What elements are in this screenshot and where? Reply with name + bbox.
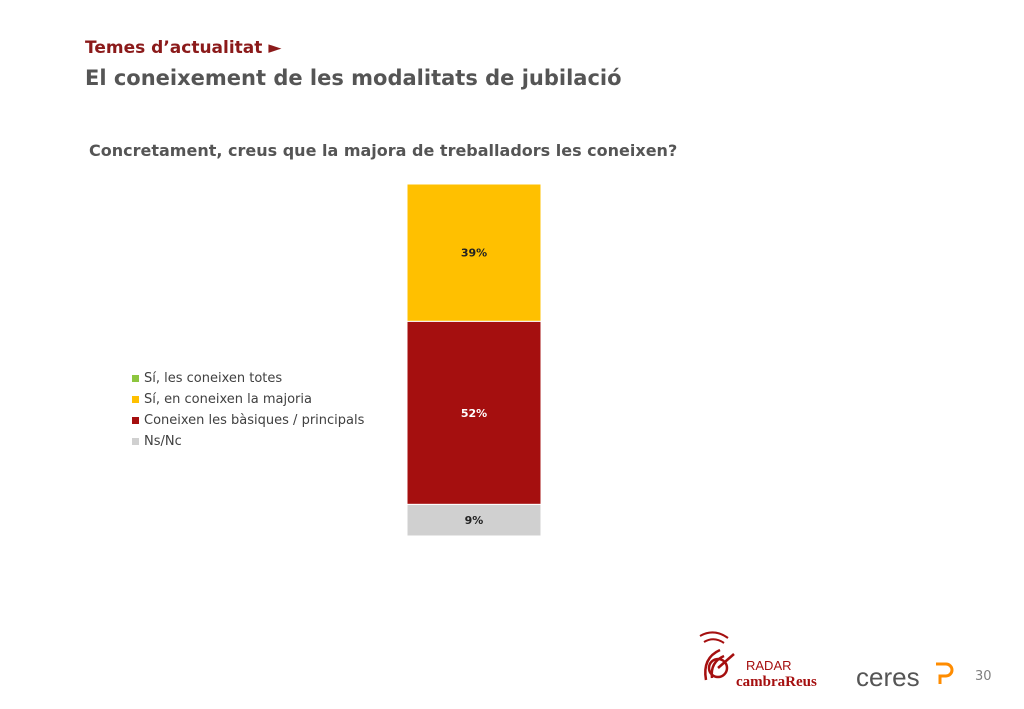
cambrareus-logo-text: cambraReus bbox=[736, 674, 817, 690]
legend-swatch bbox=[132, 438, 139, 445]
legend-label: Sí, en coneixen la majoria bbox=[144, 392, 312, 407]
ceres-logo: ceres bbox=[856, 660, 956, 694]
data-label-1: 39% bbox=[461, 247, 487, 260]
page-title: El coneixement de les modalitats de jubi… bbox=[85, 66, 622, 90]
ceres-logo-text: ceres bbox=[856, 662, 920, 690]
data-label-3: 9% bbox=[465, 514, 484, 527]
legend-swatch bbox=[132, 417, 139, 424]
legend-swatch bbox=[132, 375, 139, 382]
chart-legend: Sí, les coneixen totes Sí, en coneixen la… bbox=[132, 368, 364, 452]
radar-logo-text: RADAR bbox=[746, 658, 792, 673]
bar-segment-3 bbox=[406, 503, 542, 537]
section-title-text: Temes d’actualitat bbox=[85, 38, 263, 58]
data-label-2: 52% bbox=[461, 407, 487, 420]
radar-cambrareus-logo: RADAR cambraReus bbox=[698, 628, 848, 694]
chart-question: Concretament, creus que la majora de tre… bbox=[89, 141, 678, 160]
ceres-logo-mark: ceres bbox=[856, 662, 954, 692]
section-title: Temes d’actualitat ► bbox=[85, 38, 281, 58]
radar-antenna-icon: RADAR cambraReus bbox=[699, 631, 817, 690]
bar-segment-2 bbox=[406, 320, 542, 505]
legend-item-1: Sí, en coneixen la majoria bbox=[132, 389, 364, 410]
legend-label: Coneixen les bàsiques / principals bbox=[144, 413, 365, 428]
legend-label: Sí, les coneixen totes bbox=[144, 371, 283, 386]
legend-item-0: Sí, les coneixen totes bbox=[132, 368, 364, 389]
legend-swatch bbox=[132, 396, 139, 403]
bar-segment-1 bbox=[406, 183, 542, 322]
ceres-flag-icon bbox=[936, 662, 954, 684]
page-number: 30 bbox=[975, 669, 992, 684]
arrow-right-icon: ► bbox=[268, 38, 282, 58]
legend-item-2: Coneixen les bàsiques / principals bbox=[132, 410, 364, 431]
legend-label: Ns/Nc bbox=[144, 434, 182, 449]
legend-item-3: Ns/Nc bbox=[132, 431, 364, 452]
